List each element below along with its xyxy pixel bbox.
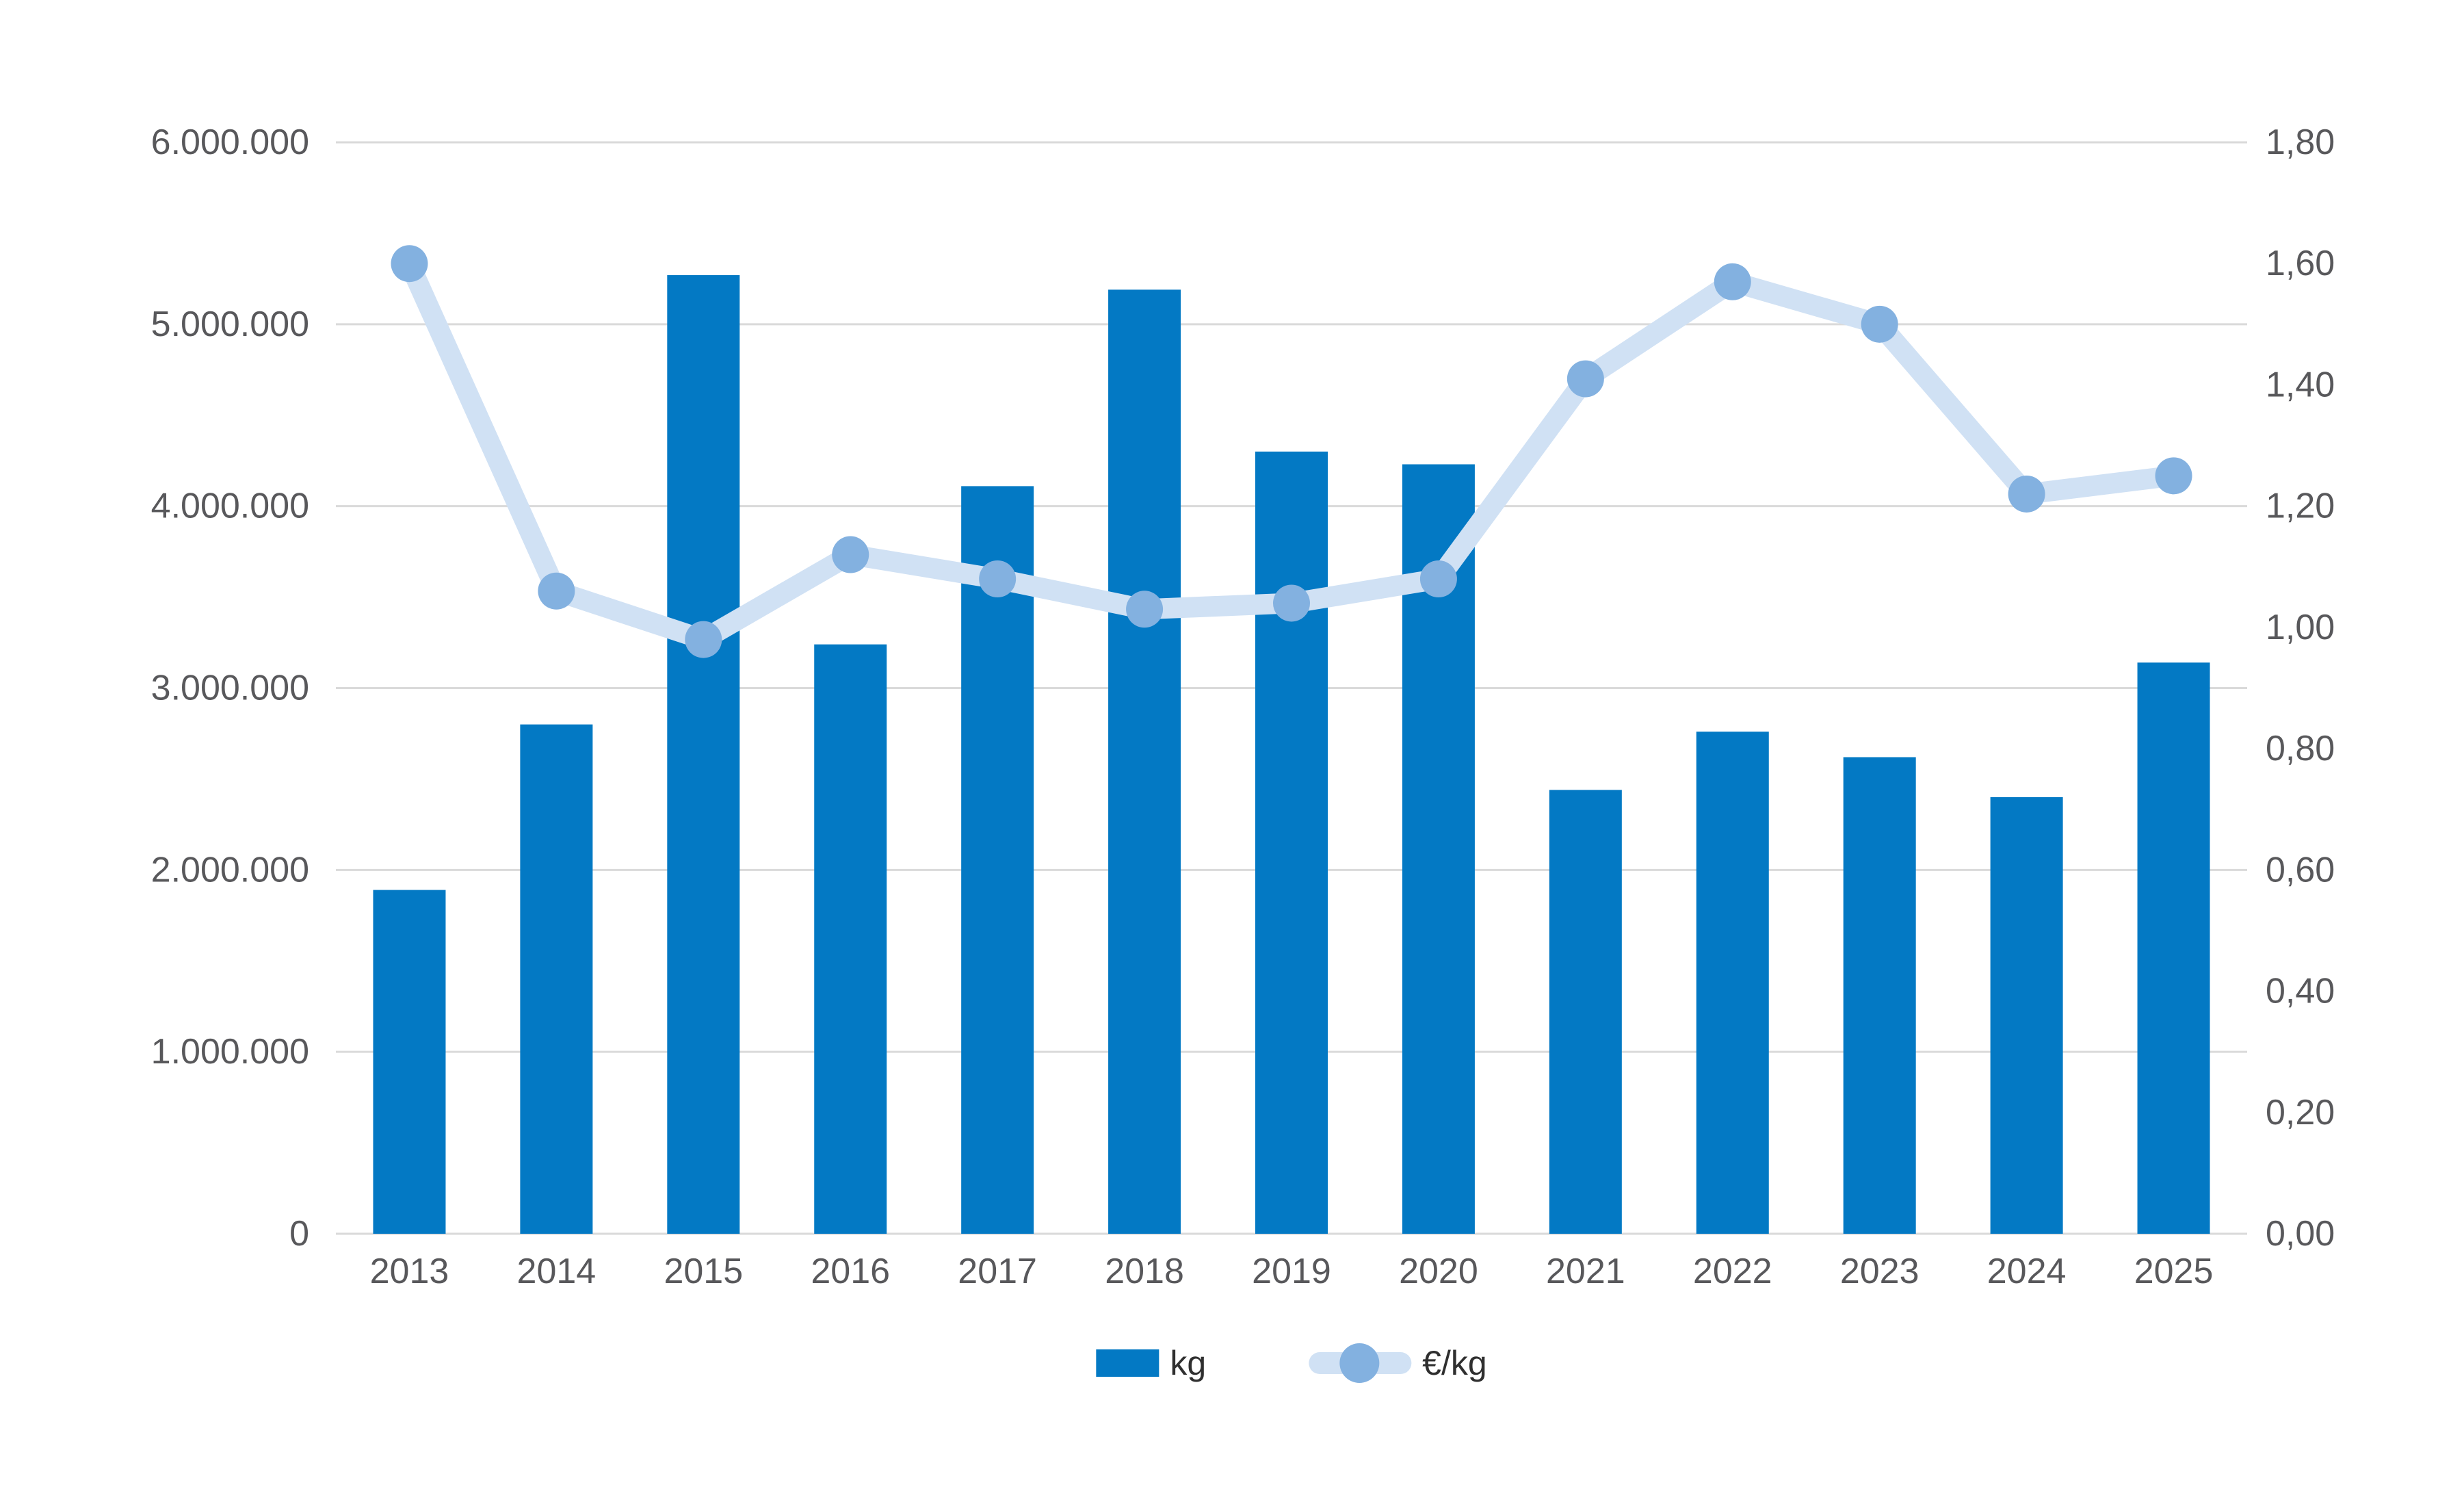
right-axis-tick-label: 0,80 — [2266, 729, 2335, 768]
x-axis-label-2024: 2024 — [1987, 1252, 2067, 1291]
left-axis-tick-label: 6.000.000 — [151, 122, 309, 162]
price-point-2018[interactable] — [1126, 591, 1164, 628]
bar-2013[interactable] — [373, 890, 446, 1234]
bar-2018[interactable] — [1108, 289, 1181, 1234]
legend-item-eur-per-kg[interactable]: €/kg — [1309, 1343, 1487, 1384]
left-axis-tick-label: 4.000.000 — [151, 487, 309, 526]
bar-2019[interactable] — [1255, 451, 1328, 1234]
x-axis-label-2025: 2025 — [2134, 1252, 2214, 1291]
price-point-2021[interactable] — [1567, 360, 1604, 398]
bars-group — [373, 275, 2210, 1234]
bar-2024[interactable] — [1990, 797, 2063, 1234]
price-point-2016[interactable] — [832, 536, 869, 573]
bar-2017[interactable] — [961, 486, 1034, 1234]
legend-label-eur-per-kg: €/kg — [1422, 1344, 1487, 1382]
bar-2023[interactable] — [1843, 757, 1916, 1234]
left-axis-tick-label: 3.000.000 — [151, 669, 309, 708]
bar-2021[interactable] — [1549, 790, 1622, 1234]
bar-2016[interactable] — [814, 644, 887, 1234]
price-point-2013[interactable] — [391, 245, 428, 283]
x-axis-label-2021: 2021 — [1546, 1252, 1625, 1291]
right-axis-tick-label: 1,80 — [2266, 122, 2335, 162]
bar-2025[interactable] — [2137, 662, 2210, 1234]
x-axis-label-2016: 2016 — [811, 1252, 890, 1291]
bar-2015[interactable] — [667, 275, 740, 1234]
bar-2014[interactable] — [520, 724, 593, 1234]
right-axis-tick-label: 1,60 — [2266, 244, 2335, 283]
left-axis-tick-label: 2.000.000 — [151, 850, 309, 890]
x-axis-label-2018: 2018 — [1105, 1252, 1184, 1291]
right-axis-tick-label: 1,40 — [2266, 365, 2335, 404]
right-axis-tick-label: 0,60 — [2266, 850, 2335, 890]
x-axis-label-2013: 2013 — [370, 1252, 449, 1291]
price-point-2017[interactable] — [979, 560, 1017, 597]
x-axis-label-2014: 2014 — [517, 1252, 597, 1291]
right-axis-tick-label: 0,40 — [2266, 972, 2335, 1011]
eur-per-kg-marker-dot-icon — [1339, 1343, 1380, 1383]
left-axis-tick-label: 1.000.000 — [151, 1032, 309, 1072]
left-axis-tick-label: 0 — [289, 1214, 309, 1254]
x-axis-label-2019: 2019 — [1252, 1252, 1331, 1291]
price-point-2019[interactable] — [1273, 584, 1310, 622]
price-point-2015[interactable] — [685, 621, 722, 658]
right-axis-tick-label: 0,20 — [2266, 1093, 2335, 1132]
legend: kg €/kg — [1096, 1343, 1487, 1384]
price-point-2023[interactable] — [1861, 305, 1898, 343]
right-axis-tick-label: 1,20 — [2266, 487, 2335, 526]
legend-item-kg[interactable]: kg — [1096, 1346, 1206, 1380]
price-line-group — [391, 245, 2192, 658]
legend-label-kg: kg — [1170, 1344, 1207, 1382]
axis-labels-group: 0 1.000.000 2.000.000 3.000.000 4.000.000 5.0… — [151, 122, 2335, 1291]
x-axis-label-2020: 2020 — [1399, 1252, 1478, 1291]
kg-bar-swatch-icon — [1096, 1349, 1159, 1377]
price-point-2024[interactable] — [2008, 475, 2045, 513]
x-axis-label-2022: 2022 — [1693, 1252, 1772, 1291]
eur-per-kg-line-swatch-icon — [1309, 1343, 1412, 1384]
right-axis-tick-label: 1,00 — [2266, 608, 2335, 647]
price-point-2025[interactable] — [2155, 457, 2192, 495]
x-axis-label-2017: 2017 — [958, 1252, 1037, 1291]
right-axis-tick-label: 0,00 — [2266, 1214, 2335, 1254]
price-point-2022[interactable] — [1714, 263, 1751, 300]
x-axis-label-2023: 2023 — [1840, 1252, 1919, 1291]
price-point-2020[interactable] — [1419, 560, 1457, 597]
x-axis-label-2015: 2015 — [664, 1252, 743, 1291]
price-point-2014[interactable] — [538, 572, 575, 610]
left-axis-tick-label: 5.000.000 — [151, 305, 309, 344]
bar-2022[interactable] — [1696, 731, 1769, 1234]
